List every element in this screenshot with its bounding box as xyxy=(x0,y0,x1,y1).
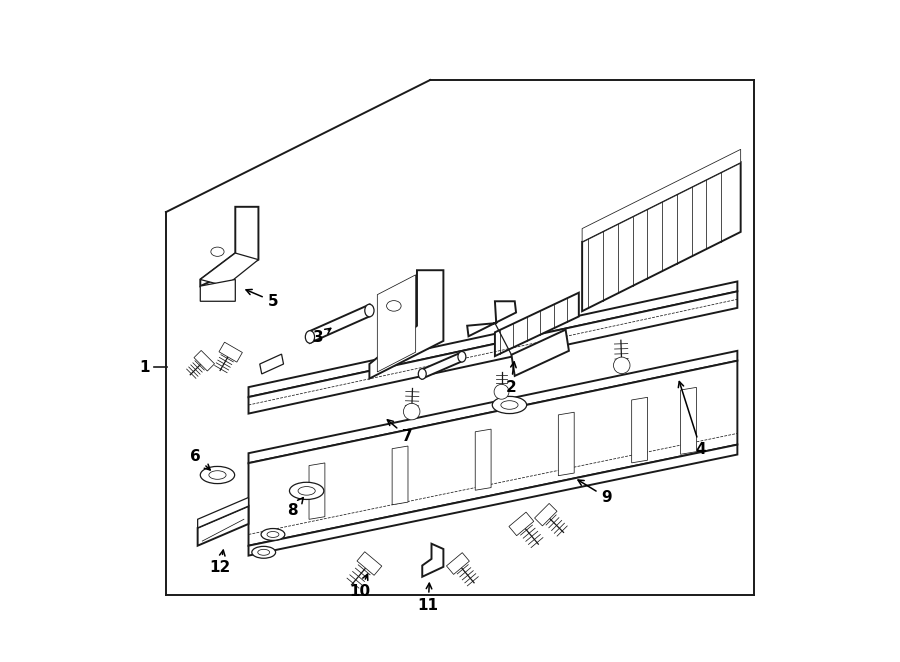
Text: 1: 1 xyxy=(140,360,150,375)
Ellipse shape xyxy=(403,403,420,420)
Ellipse shape xyxy=(261,528,284,540)
Polygon shape xyxy=(582,163,741,311)
Polygon shape xyxy=(248,291,737,414)
Ellipse shape xyxy=(290,483,324,499)
Ellipse shape xyxy=(364,305,374,317)
Ellipse shape xyxy=(298,487,315,495)
Polygon shape xyxy=(632,397,647,463)
Polygon shape xyxy=(511,330,569,376)
Polygon shape xyxy=(310,305,369,343)
Polygon shape xyxy=(422,544,444,577)
Polygon shape xyxy=(467,301,516,336)
Ellipse shape xyxy=(418,369,427,379)
Text: 6: 6 xyxy=(190,449,211,470)
Polygon shape xyxy=(377,275,416,372)
Text: 7: 7 xyxy=(387,420,412,444)
Polygon shape xyxy=(201,207,258,286)
Ellipse shape xyxy=(209,471,226,479)
Polygon shape xyxy=(495,293,579,356)
Polygon shape xyxy=(392,446,408,505)
Ellipse shape xyxy=(614,357,630,373)
Polygon shape xyxy=(558,412,574,476)
Polygon shape xyxy=(535,503,557,526)
Polygon shape xyxy=(680,387,697,454)
Ellipse shape xyxy=(458,352,466,362)
Polygon shape xyxy=(248,361,737,545)
Text: 5: 5 xyxy=(246,289,278,308)
Polygon shape xyxy=(219,342,242,362)
Polygon shape xyxy=(198,506,248,545)
Polygon shape xyxy=(582,150,741,242)
Text: 3: 3 xyxy=(312,328,331,345)
Ellipse shape xyxy=(501,401,518,409)
Polygon shape xyxy=(201,279,235,301)
Polygon shape xyxy=(475,429,491,491)
Ellipse shape xyxy=(201,467,235,484)
Text: 11: 11 xyxy=(418,583,438,612)
Polygon shape xyxy=(422,352,462,379)
Ellipse shape xyxy=(494,385,509,399)
Ellipse shape xyxy=(492,397,526,414)
Ellipse shape xyxy=(267,532,279,538)
Polygon shape xyxy=(446,553,470,575)
Polygon shape xyxy=(201,253,258,286)
Ellipse shape xyxy=(252,546,275,558)
Text: 12: 12 xyxy=(210,550,230,575)
Text: 10: 10 xyxy=(349,574,370,600)
Polygon shape xyxy=(198,497,248,528)
Polygon shape xyxy=(194,350,214,371)
Polygon shape xyxy=(248,351,737,463)
Text: 9: 9 xyxy=(578,480,612,505)
Polygon shape xyxy=(357,551,382,575)
Polygon shape xyxy=(248,281,737,397)
Polygon shape xyxy=(369,270,444,379)
Polygon shape xyxy=(508,512,534,536)
Polygon shape xyxy=(309,463,325,519)
Text: 8: 8 xyxy=(287,498,303,518)
Ellipse shape xyxy=(305,331,315,343)
Polygon shape xyxy=(260,354,284,374)
Ellipse shape xyxy=(211,247,224,256)
Ellipse shape xyxy=(257,549,270,555)
Text: 4: 4 xyxy=(679,381,706,457)
Polygon shape xyxy=(248,445,737,555)
Text: 2: 2 xyxy=(506,362,517,395)
Ellipse shape xyxy=(387,301,401,311)
